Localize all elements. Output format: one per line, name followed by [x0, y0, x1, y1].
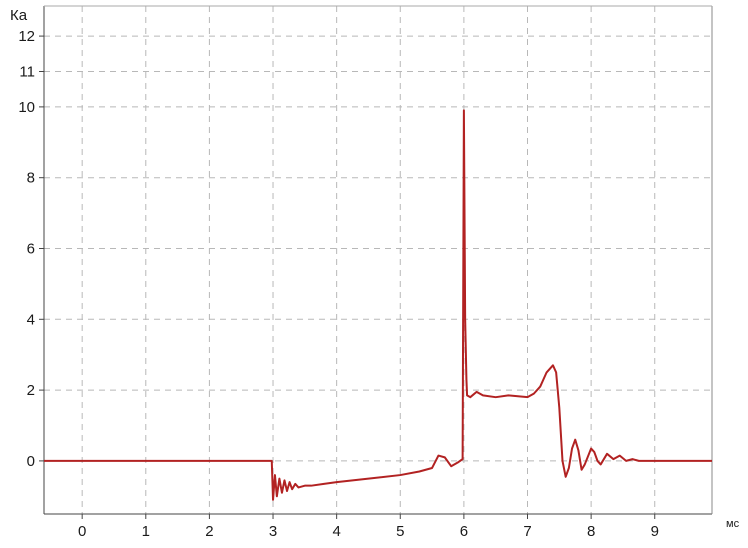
y-tick-label: 6: [27, 240, 35, 257]
y-tick-label: 2: [27, 382, 35, 399]
x-tick-label: 8: [587, 523, 595, 540]
x-tick-label: 3: [269, 523, 277, 540]
x-tick-label: 2: [205, 523, 213, 540]
x-axis-label: мс: [726, 518, 740, 530]
y-tick-label: 10: [18, 99, 35, 116]
x-tick-label: 1: [142, 523, 150, 540]
axes: [43, 5, 713, 515]
gridlines: [44, 6, 712, 514]
y-tick-label: 0: [27, 453, 35, 470]
x-tick-label: 9: [651, 523, 659, 540]
series: [44, 109, 712, 501]
y-tick-label: 12: [18, 28, 35, 45]
y-axis-label: Ка: [10, 7, 28, 24]
y-tick-label: 4: [27, 311, 35, 328]
x-tick-label: 5: [396, 523, 404, 540]
series-line: [44, 109, 712, 501]
x-tick-label: 6: [460, 523, 468, 540]
y-tick-label: 8: [27, 170, 35, 187]
x-tick-label: 0: [78, 523, 86, 540]
x-tick-label: 4: [332, 523, 340, 540]
x-tick-label: 7: [523, 523, 531, 540]
y-tick-label: 11: [19, 63, 35, 80]
